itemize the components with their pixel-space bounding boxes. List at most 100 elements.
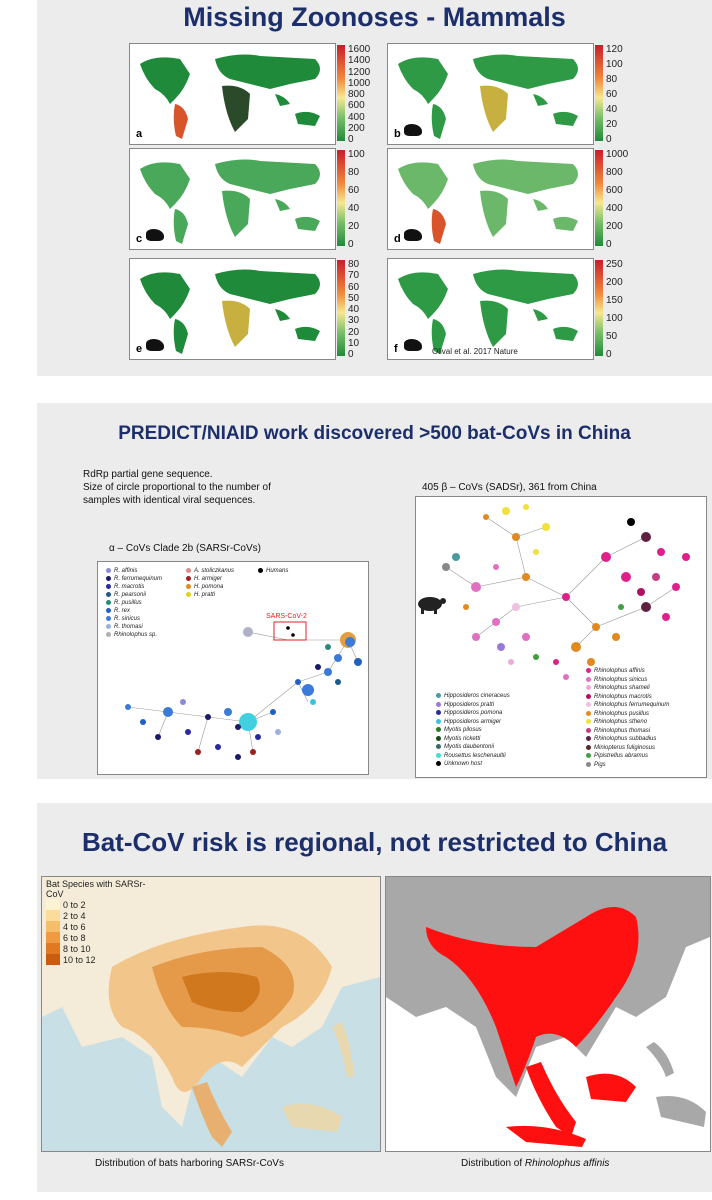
alpha-legend-item: R. pusillus (106, 600, 142, 606)
beta-legend-item: Hipposideros pomona (436, 710, 502, 716)
scale-tick: 40 (606, 104, 618, 115)
right-map-shapes (386, 877, 710, 1147)
sars-cov-2-label: SARS-CoV-2 (266, 613, 307, 620)
scale-tick: 200 (606, 221, 623, 232)
scale-tick: 250 (606, 259, 623, 270)
scale-tick: 100 (606, 59, 623, 70)
beta-legend-item: Rhinolophus affinis (586, 668, 645, 674)
scale-tick: 150 (606, 295, 623, 306)
panel-letter: b (394, 128, 401, 140)
alpha-legend-item: R. ferrumequinum (106, 576, 162, 582)
legend-swatch-row: 4 to 6 (46, 921, 156, 932)
scale-tick: 60 (348, 281, 360, 293)
fox-icon (404, 124, 422, 136)
rhinolophus-affinis-map (385, 876, 711, 1152)
beta-legend-item: Rhinolophus macrotis (586, 693, 652, 700)
slide-bat-cov-risk: Bat-CoV risk is regional, not restricted… (37, 803, 712, 1192)
color-scale-e: 80 70 60 50 40 30 20 10 0 (337, 260, 397, 360)
panel-letter: e (136, 343, 143, 355)
beta-legend-item: Miniopterus fuliginosus (586, 744, 655, 751)
scale-tick: 600 (606, 185, 623, 196)
beta-title: 405 β – CoVs (SADSr), 361 from China (422, 482, 597, 493)
panel-letter: d (394, 233, 401, 245)
beta-legend-item: Rousettus leschenaultii (436, 752, 506, 759)
beta-legend-item: Rhinolophus pusillus (586, 710, 649, 717)
color-scale-b: 120 100 80 60 40 20 0 (595, 45, 655, 145)
beta-legend-item: Rhinolophus thomasi (586, 727, 650, 734)
gradient-bar (337, 150, 345, 246)
world-map-b: b (387, 43, 594, 145)
scale-tick: 600 (348, 100, 365, 112)
beta-legend-item: Rhinolophus shameli (586, 685, 650, 691)
scale-tick: 400 (348, 111, 365, 123)
beta-cov-network: Hipposideros cineraceus Hipposideros prat… (415, 496, 707, 778)
scale-tick: 40 (348, 203, 360, 214)
scale-tick: 800 (348, 89, 365, 100)
alpha-legend-item: H. armiger (186, 576, 222, 582)
scale-tick: 120 (606, 44, 623, 55)
rodent-icon (404, 339, 422, 351)
scale-tick: 1600 (348, 44, 371, 55)
pig-icon (418, 597, 446, 614)
alpha-legend-item: Rhinolophus sp. (106, 632, 157, 638)
beta-legend-item: Myotis daubentonii (436, 744, 494, 750)
scale-tick: 1000 (348, 77, 371, 89)
beta-legend-item: Hipposideros armiger (436, 718, 501, 725)
scale-tick: 80 (606, 74, 618, 85)
alpha-legend-item: R. thomasi (106, 624, 143, 630)
scale-tick: 200 (348, 122, 365, 134)
scale-tick: 0 (348, 134, 354, 145)
beta-legend-item: Pigs (586, 761, 606, 768)
world-map-c: c (129, 148, 336, 250)
beta-legend-item: Myotis ricketti (436, 735, 480, 742)
world-map-d: d (387, 148, 594, 250)
beta-legend-item: Rhinolophus stheno (586, 719, 647, 725)
bat-icon (404, 229, 422, 241)
beta-legend-item: Pipistrellus abramus (586, 753, 648, 759)
slide-missing-zoonoses: Missing Zoonoses - Mammals a 1600 1400 120 0… (37, 0, 712, 376)
slide-title: Missing Zoonoses - Mammals (183, 2, 566, 32)
legend-swatch-row: 6 to 8 (46, 932, 156, 943)
primate-icon (146, 339, 164, 351)
alpha-network-graph: SARS-CoV-2 (125, 613, 362, 760)
color-scale-d: 1000 800 600 400 200 0 (595, 150, 655, 250)
scale-tick: 20 (348, 221, 360, 232)
panel-letter: a (136, 128, 143, 140)
scale-tick: 0 (606, 239, 612, 250)
panel-letter: c (136, 233, 143, 245)
scale-tick: 30 (348, 315, 360, 327)
description-text: RdRp partial gene sequence. Size of circ… (83, 469, 271, 506)
scale-tick: 20 (348, 326, 360, 338)
alpha-legend-item: H. pratti (186, 592, 215, 598)
caption-right: Distribution of Rhinolophus affinis (461, 1158, 610, 1169)
world-map-a: a (129, 43, 336, 145)
scale-tick: 200 (606, 277, 623, 288)
scale-tick: 0 (348, 239, 354, 250)
alpha-title: α – CoVs Clade 2b (SARSr-CoVs) (109, 543, 261, 554)
color-scale-c: 100 80 60 40 20 0 (337, 150, 397, 250)
scale-tick: 60 (606, 89, 618, 100)
scale-tick: 0 (606, 349, 612, 360)
color-scale-f: 250 200 150 100 50 0 (595, 260, 655, 360)
ungulate-icon (146, 229, 164, 241)
scale-tick: 1400 (348, 55, 371, 67)
legend-swatch-row: 2 to 4 (46, 910, 156, 921)
alpha-legend-item: Humans (258, 568, 288, 574)
scale-tick: 40 (348, 304, 360, 315)
world-map-e: e (129, 258, 336, 360)
alpha-legend-item: R. rex (106, 608, 130, 614)
alpha-legend-item: A. stoliczkanus (186, 568, 234, 574)
scale-tick: 100 (348, 149, 365, 160)
citation-credit: Olival et al. 2017 Nature (432, 347, 518, 356)
scale-tick: 80 (348, 167, 360, 178)
alpha-legend-item: H. pomona (186, 584, 223, 590)
gradient-bar (595, 150, 603, 246)
alpha-legend-item: R. macrotis (106, 584, 144, 590)
scale-tick: 0 (348, 349, 354, 360)
gradient-bar (595, 45, 603, 141)
legend-swatch-row: 8 to 10 (46, 943, 156, 954)
gradient-bar (595, 260, 603, 356)
panel-letter: f (394, 343, 398, 355)
scale-tick: 20 (606, 119, 618, 130)
